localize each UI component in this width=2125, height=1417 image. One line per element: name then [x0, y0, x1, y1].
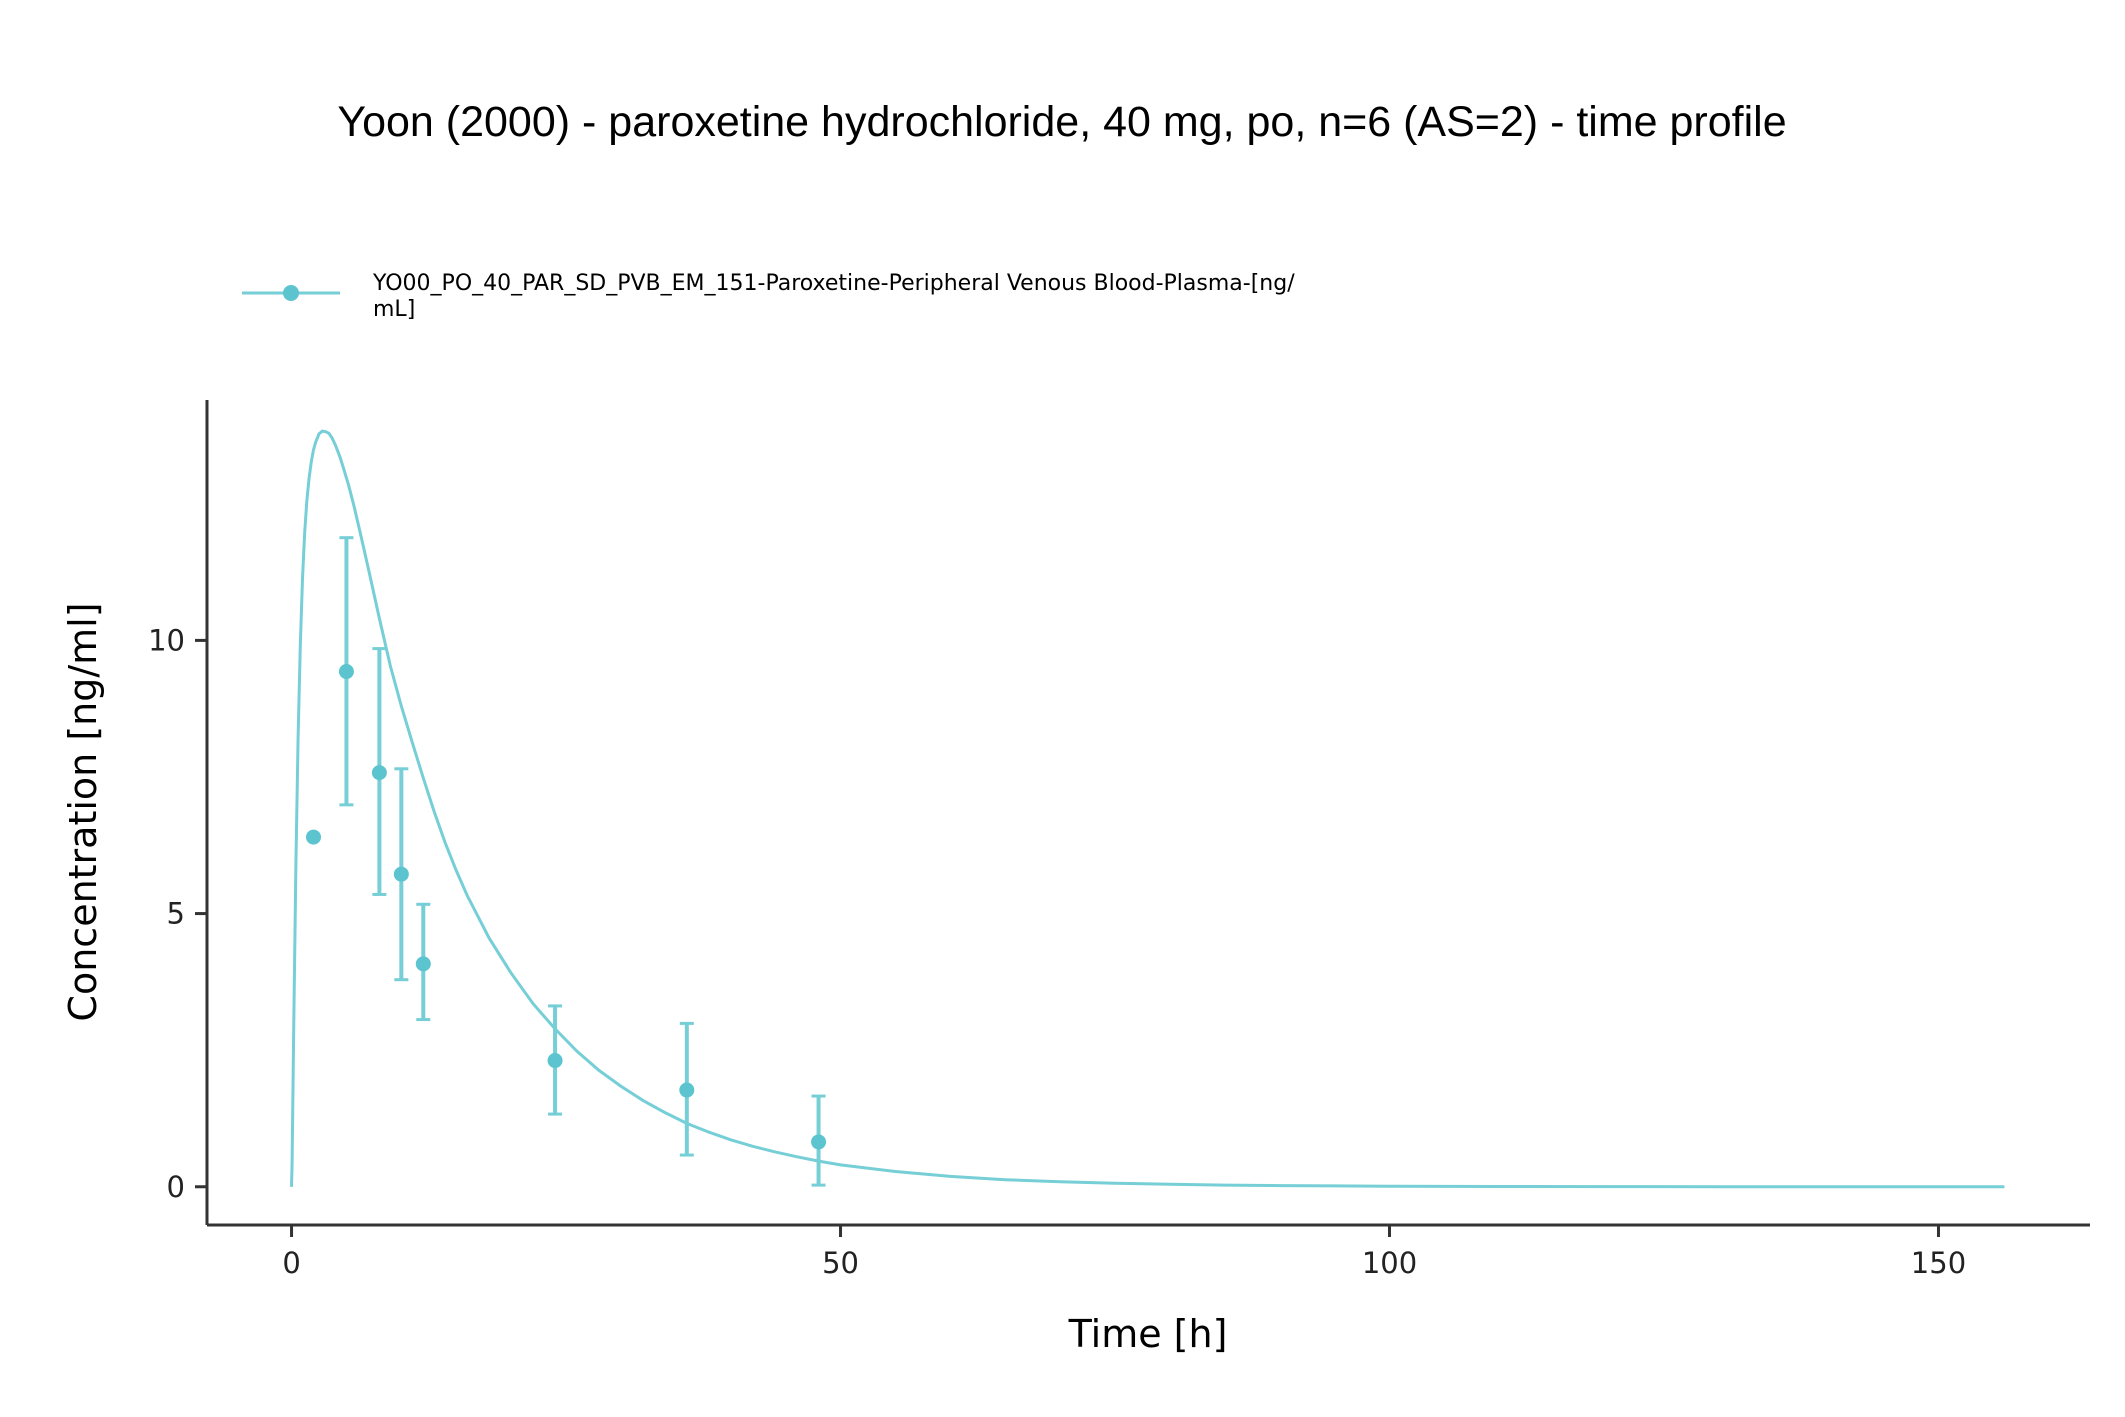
y-axis-ticks: 0 5 10 [148, 623, 207, 1204]
x-tick-label: 50 [822, 1246, 859, 1280]
legend-label-line2: mL] [373, 297, 415, 322]
observed-point [679, 1082, 695, 1098]
observed-point [338, 664, 354, 680]
observed-point [371, 765, 387, 781]
x-axis-ticks: 0 50 100 150 [282, 1225, 1966, 1280]
x-tick-label: 150 [1911, 1246, 1966, 1280]
legend: YO00_PO_40_PAR_SD_PVB_EM_151-Paroxetine-… [242, 271, 1295, 322]
x-axis-title: Time [h] [1068, 1312, 1228, 1356]
plot-area: 0 50 100 150 0 5 10 [148, 400, 2090, 1280]
y-tick-label: 10 [148, 623, 185, 657]
y-axis-title: Concentration [ng/ml] [61, 602, 105, 1021]
x-tick-label: 100 [1362, 1246, 1417, 1280]
observed-point [415, 956, 431, 972]
legend-point-swatch [283, 285, 299, 301]
observed-point [306, 829, 322, 845]
observed-point [547, 1053, 563, 1069]
y-tick-label: 5 [167, 897, 185, 931]
observed-data [306, 536, 827, 1187]
simulation-curve [290, 429, 2005, 1189]
y-tick-label: 0 [167, 1170, 185, 1204]
observed-point [393, 866, 409, 882]
observed-point [811, 1134, 827, 1150]
legend-label-line1: YO00_PO_40_PAR_SD_PVB_EM_151-Paroxetine-… [372, 271, 1295, 296]
chart-title: Yoon (2000) - paroxetine hydrochloride, … [337, 98, 1786, 146]
x-tick-label: 0 [282, 1246, 300, 1280]
